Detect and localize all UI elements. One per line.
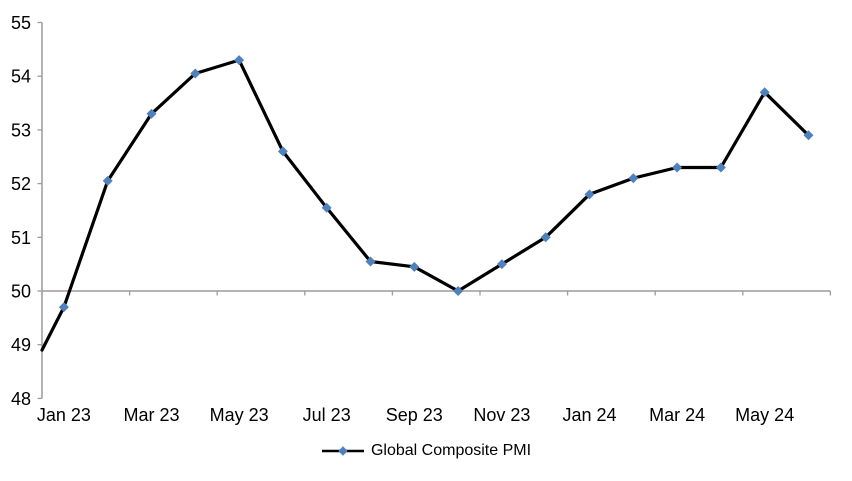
y-tick-label: 55 bbox=[11, 13, 31, 33]
y-tick-label: 53 bbox=[11, 120, 31, 140]
x-tick-label: Jul 23 bbox=[303, 405, 351, 425]
x-tick-label: Mar 24 bbox=[649, 405, 705, 425]
data-point-marker bbox=[715, 162, 726, 173]
data-point-marker bbox=[234, 55, 245, 66]
data-point-marker bbox=[321, 202, 332, 213]
data-point-marker bbox=[628, 173, 639, 184]
data-point-marker bbox=[803, 130, 814, 141]
y-tick-label: 48 bbox=[11, 389, 31, 409]
x-tick-label: Nov 23 bbox=[473, 405, 530, 425]
y-tick-label: 52 bbox=[11, 174, 31, 194]
data-point-marker bbox=[453, 286, 464, 296]
y-tick-label: 49 bbox=[11, 335, 31, 355]
data-point-marker bbox=[584, 189, 595, 200]
data-point-marker bbox=[365, 256, 376, 267]
data-point-marker bbox=[496, 259, 507, 270]
y-tick-label: 51 bbox=[11, 228, 31, 248]
y-tick-label: 50 bbox=[11, 282, 31, 302]
data-point-marker bbox=[146, 108, 157, 119]
data-point-marker bbox=[672, 162, 683, 173]
pmi-line-chart: 48 49 50 51 52 53 54 55 Jan 23 Mar 23 May 23 Jul 23… bbox=[11, 13, 832, 425]
data-point-marker bbox=[58, 302, 69, 313]
legend-line-diamond-icon bbox=[321, 446, 364, 456]
data-point-marker bbox=[102, 175, 113, 186]
x-tick-label: Sep 23 bbox=[386, 405, 443, 425]
data-point-marker bbox=[190, 68, 201, 79]
legend: Global Composite PMI bbox=[0, 440, 852, 462]
y-tick-label: 54 bbox=[11, 67, 31, 87]
x-tick-label: Jan 23 bbox=[37, 405, 91, 425]
legend-label: Global Composite PMI bbox=[370, 442, 532, 459]
data-point-marker bbox=[540, 232, 551, 243]
data-point-marker bbox=[409, 261, 420, 272]
x-tick-label: May 23 bbox=[210, 405, 269, 425]
x-tick-label: May 24 bbox=[735, 405, 794, 425]
x-tick-label: Jan 24 bbox=[562, 405, 616, 425]
pmi-series-line bbox=[40, 58, 811, 352]
data-point-marker bbox=[277, 146, 288, 157]
data-point-marker bbox=[759, 87, 770, 98]
x-tick-label: Mar 23 bbox=[123, 405, 179, 425]
